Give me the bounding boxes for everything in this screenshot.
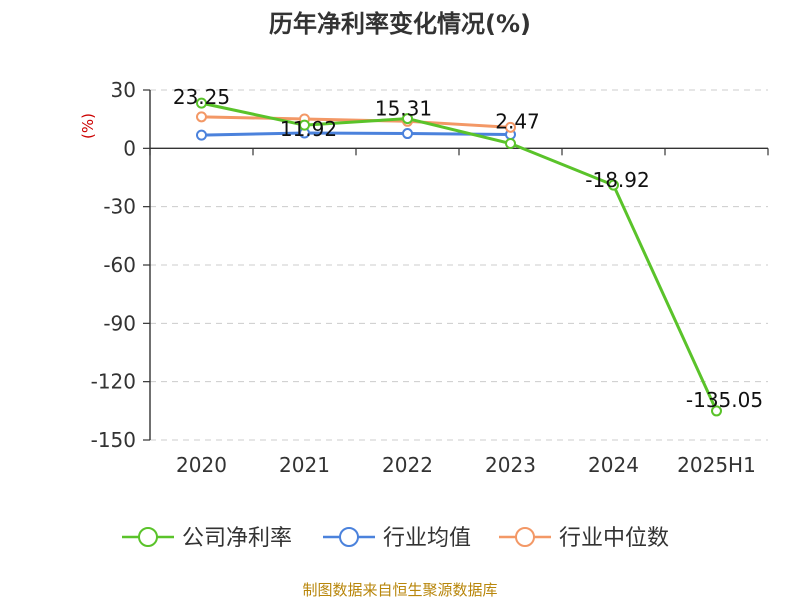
x-axis-ticks: 2020 2021 2022 2023 2024 2025H1 xyxy=(176,453,756,477)
industry-median-line xyxy=(200,115,512,129)
company-net-margin-label-0: 23.25 xyxy=(173,85,230,109)
y-tick-label-5: -120 xyxy=(91,370,136,394)
company-net-margin-point-5 xyxy=(711,405,722,417)
x-tick-label-5: 2025H1 xyxy=(677,453,756,477)
industry-median-point-0 xyxy=(196,111,207,123)
company-net-margin-label-3: 2.47 xyxy=(495,110,540,134)
x-tick-label-2: 2022 xyxy=(382,453,433,477)
company-net-margin-point-0 xyxy=(196,97,207,109)
company-net-margin-point-3 xyxy=(505,138,516,150)
legend-marker-1 xyxy=(339,527,359,547)
company-net-margin-point-2 xyxy=(402,113,413,125)
company-net-margin-label-2: 15.31 xyxy=(375,97,432,121)
legend: 公司净利率 行业均值 行业中位数 xyxy=(122,526,669,551)
industry-average-point-2 xyxy=(402,128,413,140)
legend-label-1: 行业均值 xyxy=(383,526,471,551)
industry-median-point-3 xyxy=(505,121,516,133)
y-tick-label-0: 30 xyxy=(111,78,136,102)
y-tick-label-6: -150 xyxy=(91,428,136,452)
legend-marker-0 xyxy=(138,527,158,547)
y-tick-label-4: -90 xyxy=(103,311,136,335)
chart-title: 历年净利率变化情况(%) xyxy=(269,10,531,38)
company-net-margin-label-5: -135.05 xyxy=(686,388,763,412)
industry-average-line xyxy=(200,131,512,137)
x-tick-label-3: 2023 xyxy=(485,453,536,477)
y-tick-label-1: 0 xyxy=(123,136,136,160)
y-tick-label-2: -30 xyxy=(103,195,136,219)
company-net-margin-point-4 xyxy=(608,179,619,191)
legend-marker-2 xyxy=(515,527,535,547)
x-tick-label-4: 2024 xyxy=(588,453,639,477)
grid-lines xyxy=(150,89,768,441)
y-tick-label-3: -60 xyxy=(103,253,136,277)
company-net-margin-point-1 xyxy=(299,119,310,131)
company-net-margin-label-4: -18.92 xyxy=(585,168,649,192)
y-axis-unit: (%) xyxy=(79,113,97,139)
legend-label-2: 行业中位数 xyxy=(559,526,669,551)
x-tick-label-0: 2020 xyxy=(176,453,227,477)
series-layer xyxy=(196,97,722,417)
data-label-layer: 23.25 11.92 15.31 2.47 -18.92 -135.05 xyxy=(173,85,763,412)
company-net-margin-line xyxy=(200,101,718,413)
company-net-margin-label-1: 11.92 xyxy=(280,117,337,141)
legend-label-0: 公司净利率 xyxy=(182,526,292,551)
x-tick-label-1: 2021 xyxy=(279,453,330,477)
industry-average-point-0 xyxy=(196,129,207,141)
source-note: 制图数据来自恒生聚源数据库 xyxy=(302,581,497,599)
y-axis-ticks: 30 0 -30 -60 -90 -120 -150 xyxy=(91,78,150,452)
